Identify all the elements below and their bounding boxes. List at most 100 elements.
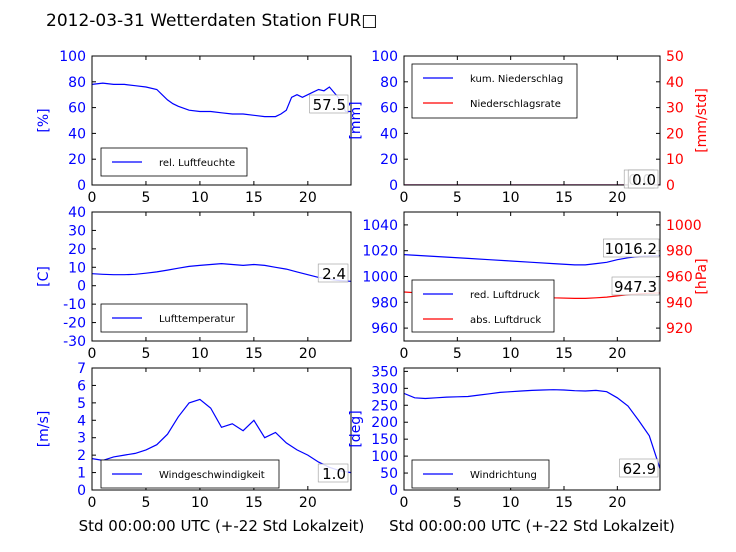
y-tick-label: 3 (77, 431, 86, 447)
legend: kum. Niederschlag Niederschlagsrate (411, 63, 578, 119)
x-tick-label: 0 (400, 495, 409, 511)
x-tick-label: 0 (400, 346, 409, 362)
series-line-1 (92, 398, 351, 474)
x-tick-label: 10 (502, 190, 520, 206)
y2-tick-label: 920 (666, 321, 693, 337)
chart-panel-1: 0 5 10 15 20 0 20 40 60 80 100 [%] rel. Luftfeuchte 5… (36, 49, 352, 206)
legend: red. Luftdruck abs. Luftdruck (411, 279, 555, 333)
figure-title: 2012-03-31 Wetterdaten Station FUR□ (46, 11, 377, 31)
y2-axis-label: [mm/std] (694, 88, 710, 153)
y2-tick-label: 960 (666, 270, 693, 286)
x-tick-label: 20 (299, 190, 317, 206)
value-label-box (619, 458, 659, 478)
y2-axis-label: [hPa] (694, 258, 710, 294)
x-tick-label: 0 (88, 346, 97, 362)
x-tick-label: 15 (245, 495, 263, 511)
y-tick-label: 350 (371, 364, 398, 380)
y-tick-label: 150 (371, 432, 398, 448)
plot-frame (403, 367, 661, 491)
y-tick-label: 0 (77, 178, 86, 194)
value-label: 0.0 (632, 171, 656, 189)
legend-entry: Windgeschwindigkeit (159, 470, 265, 481)
legend: Windrichtung (411, 459, 550, 489)
y-tick-label: 60 (380, 101, 398, 117)
y-tick-label: 200 (371, 415, 398, 431)
y-tick-label: 0 (389, 483, 398, 499)
y-tick-label: 0 (77, 279, 86, 295)
x-tick-label: 15 (555, 190, 573, 206)
series-line-1 (92, 262, 351, 282)
y2-tick-label: 980 (666, 244, 693, 260)
chart-panel-4: 0 5 10 15 20 960 980 1000 1020 1040 920 940 960 980 10… (362, 211, 710, 362)
x-tick-label: 15 (555, 346, 573, 362)
value-label-box (627, 169, 659, 189)
y-tick-label: 80 (68, 75, 86, 91)
x-tick-label: 5 (141, 190, 150, 206)
series-group (404, 389, 660, 469)
plot-frame (91, 55, 352, 186)
y2-tick-label: 40 (666, 75, 684, 91)
y-tick-label: 20 (380, 152, 398, 168)
value-label: 62.9 (623, 460, 656, 478)
x-tick-label: 20 (299, 495, 317, 511)
plot-frame (91, 211, 352, 342)
legend-box (411, 279, 555, 333)
x-tick-label: 0 (88, 190, 97, 206)
series-line-1 (92, 82, 351, 118)
series-group (92, 82, 351, 118)
y2-tick-label: 50 (666, 49, 684, 65)
y-tick-label: 100 (59, 49, 86, 65)
series-line-1 (404, 254, 660, 266)
x-tick-label: 5 (453, 346, 462, 362)
y-tick-label: 980 (371, 295, 398, 311)
y-axis-label: [m/s] (36, 411, 52, 448)
y2-tick-label: 1000 (666, 218, 702, 234)
x-tick-label: 20 (608, 346, 626, 362)
y-tick-label: 40 (68, 205, 86, 221)
y-axis-label: [%] (36, 108, 52, 132)
y-tick-label: 7 (77, 361, 86, 377)
value-label-box (611, 276, 660, 296)
y-tick-label: 80 (380, 75, 398, 91)
x-tick-label: 5 (453, 495, 462, 511)
x-axis-label: Std 00:00:00 UTC (+-22 Std Lokalzeit) (79, 517, 365, 535)
value-label-box (317, 463, 349, 483)
y-tick-label: 0 (77, 483, 86, 499)
y-tick-label: 1020 (362, 244, 398, 260)
y2-tick-label: 0 (666, 178, 675, 194)
x-tick-label: 5 (453, 190, 462, 206)
y-tick-label: 300 (371, 381, 398, 397)
value-label: 2.4 (322, 265, 346, 283)
plot-frame (91, 367, 352, 491)
x-tick-label: 20 (608, 495, 626, 511)
y-axis-label: [C] (36, 266, 52, 287)
y-tick-label: 960 (371, 321, 398, 337)
y-tick-label: -20 (63, 316, 86, 332)
legend: rel. Luftfeuchte (100, 147, 248, 177)
y2-tick-label: 940 (666, 295, 693, 311)
y-tick-label: 100 (371, 49, 398, 65)
y-tick-label: 100 (371, 449, 398, 465)
y-tick-label: 30 (68, 223, 86, 239)
value-label: 947.3 (614, 278, 657, 296)
legend: Lufttemperatur (100, 303, 248, 333)
plot-frame (403, 55, 661, 186)
y-tick-label: 250 (371, 398, 398, 414)
legend-box (411, 63, 578, 119)
x-tick-label: 10 (191, 495, 209, 511)
y-tick-label: 50 (380, 466, 398, 482)
legend-entry: Lufttemperatur (159, 314, 236, 325)
y2-tick-label: 20 (666, 126, 684, 142)
y-axis-label: [deg] (348, 410, 364, 447)
x-tick-label: 10 (502, 495, 520, 511)
x-tick-label: 15 (245, 190, 263, 206)
legend: Windgeschwindigkeit (100, 459, 280, 489)
legend-entry: red. Luftdruck (470, 290, 540, 301)
legend-entry: abs. Luftdruck (470, 315, 541, 326)
y-tick-label: 2 (77, 448, 86, 464)
y-tick-label: 1000 (362, 270, 398, 286)
value-label-box (603, 238, 660, 258)
x-tick-label: 5 (141, 346, 150, 362)
